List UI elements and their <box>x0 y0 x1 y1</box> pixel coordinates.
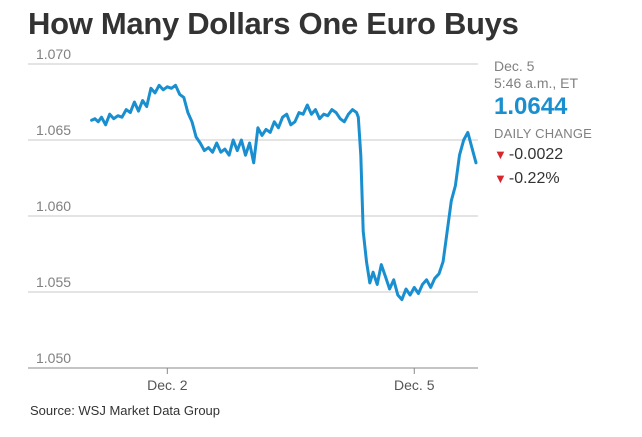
x-tick-label: Dec. 5 <box>394 377 435 393</box>
series <box>90 83 478 302</box>
gridlines <box>28 63 478 369</box>
change-abs-value: -0.0022 <box>508 146 564 163</box>
axis-ticks: 1.070 1.065 1.060 1.055 1.050 Dec. 2 Dec. 5 <box>36 46 435 393</box>
y-tick-label: 1.065 <box>36 122 71 138</box>
daily-change-label: DAILY CHANGE <box>494 126 593 141</box>
y-tick-label: 1.060 <box>36 198 71 214</box>
chart-title: How Many Dollars One Euro Buys <box>28 6 519 41</box>
source-note: Source: WSJ Market Data Group <box>30 403 221 418</box>
y-tick-label: 1.055 <box>36 274 71 290</box>
quote-date: Dec. 5 <box>494 58 535 74</box>
triangle-down-icon: ▼ <box>494 147 507 162</box>
quote-value: 1.0644 <box>494 93 568 120</box>
series-line <box>90 83 478 302</box>
daily-change-percent: ▼ -0.22% <box>494 169 560 189</box>
y-tick-label: 1.050 <box>36 350 71 366</box>
change-pct-value: -0.22% <box>508 170 560 187</box>
x-tick-label: Dec. 2 <box>147 377 188 393</box>
quote-time: 5:46 a.m., ET <box>494 75 579 91</box>
y-tick-label: 1.070 <box>36 46 71 62</box>
daily-change-absolute: ▼ -0.0022 <box>494 145 563 165</box>
triangle-down-icon: ▼ <box>494 171 507 186</box>
